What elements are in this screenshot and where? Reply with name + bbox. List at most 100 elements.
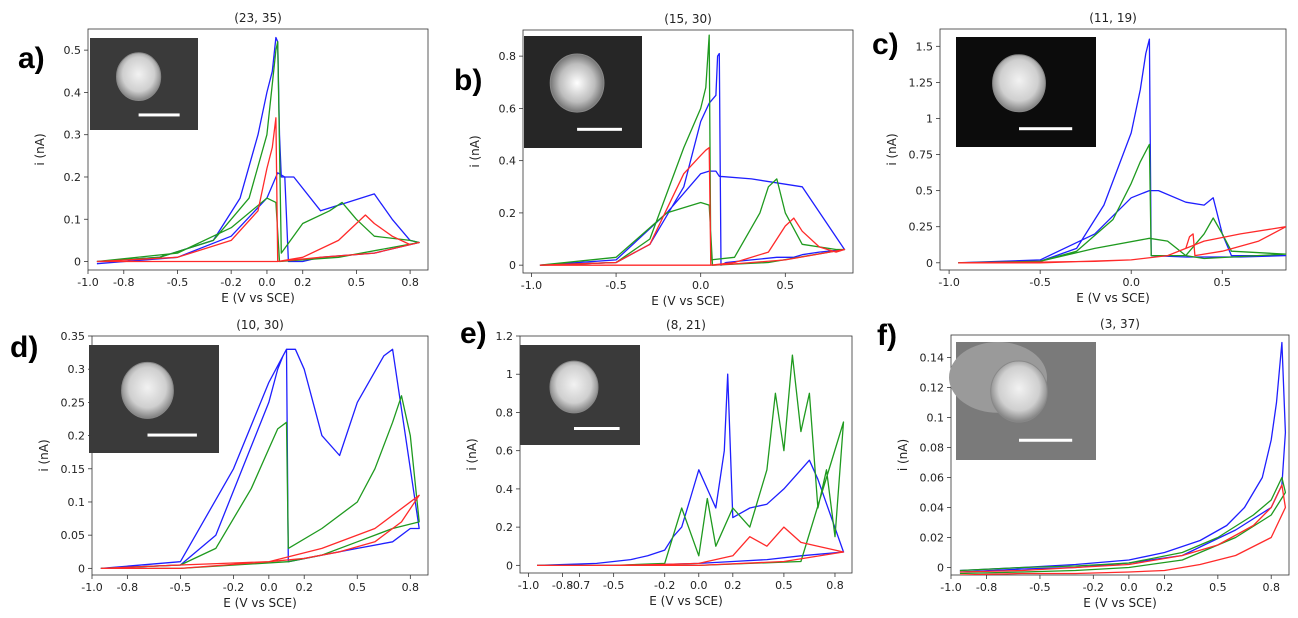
y-tick-label: 1.2 xyxy=(496,330,514,343)
panel-label: f) xyxy=(877,319,897,352)
sem-inset xyxy=(89,345,219,453)
series-line-3 xyxy=(96,117,420,263)
x-tick-label: 0.5 xyxy=(348,276,366,289)
y-tick-label: 0.08 xyxy=(920,442,945,455)
y-tick-label: 0 xyxy=(509,259,516,272)
x-tick-label: 0.0 xyxy=(1120,581,1138,594)
particle xyxy=(549,360,599,414)
y-tick-label: 0.06 xyxy=(920,472,945,485)
y-tick-label: 0.1 xyxy=(64,213,82,226)
series-group xyxy=(958,38,1286,264)
series-line-3 xyxy=(100,494,420,570)
series-line-3 xyxy=(537,526,845,567)
sem-inset xyxy=(956,37,1096,147)
scale-bar xyxy=(1019,127,1073,131)
y-axis-label: i (nA) xyxy=(33,133,47,165)
y-tick-label: 1 xyxy=(926,112,933,125)
sem-inset xyxy=(949,342,1096,460)
x-tick-label: 0.5 xyxy=(1214,276,1232,289)
particle xyxy=(549,53,605,113)
y-tick-label: 0.5 xyxy=(64,44,82,57)
y-tick-label: 0 xyxy=(926,257,933,270)
particle xyxy=(121,361,174,419)
x-tick-label: -0.5 xyxy=(1029,276,1050,289)
series-line-2 xyxy=(537,354,845,567)
series-line-2 xyxy=(959,476,1287,575)
scale-bar xyxy=(138,113,180,117)
y-axis-label: i (nA) xyxy=(468,135,482,167)
y-tick-label: 0 xyxy=(74,256,81,269)
x-tick-label: 0.0 xyxy=(1122,276,1140,289)
y-tick-label: 0.5 xyxy=(916,185,934,198)
y-tick-label: 1.25 xyxy=(909,76,934,89)
y-tick-label: 0.25 xyxy=(61,396,86,409)
x-axis-label: E (V vs SCE) xyxy=(1076,291,1150,305)
scale-bar xyxy=(147,433,197,437)
x-tick-label: 0.8 xyxy=(402,581,420,594)
scale-bar xyxy=(574,427,620,430)
series-line-3 xyxy=(539,146,846,266)
y-tick-label: 0.3 xyxy=(68,363,86,376)
scale-bar xyxy=(1019,438,1073,442)
y-axis-label: i (nA) xyxy=(465,438,479,470)
y-tick-label: 0 xyxy=(506,559,513,572)
panel-title: (10, 30) xyxy=(236,318,284,332)
y-axis-label: i (nA) xyxy=(896,439,910,471)
x-tick-label: -0.2 xyxy=(220,276,241,289)
y-tick-label: 0.02 xyxy=(920,532,945,545)
y-axis-label: i (nA) xyxy=(885,133,899,165)
y-tick-label: 0.8 xyxy=(499,50,517,63)
series-line-2 xyxy=(958,143,1286,264)
series-line-1 xyxy=(536,373,845,567)
panel-1: (23, 35) a) -1.0 -0.8 -0.5 -0.2 0.0 0.2 0.5 0.8 0 0… xyxy=(18,11,429,305)
x-tick-label: -0.5 xyxy=(1029,581,1050,594)
x-tick-label: 0.8 xyxy=(401,276,419,289)
x-tick-label: 0.0 xyxy=(258,276,276,289)
y-tick-label: 0.35 xyxy=(61,330,86,343)
series-group xyxy=(539,34,846,266)
series-line-2 xyxy=(96,41,420,263)
x-axis-label: E (V vs SCE) xyxy=(651,294,725,308)
x-tick-label: -1.0 xyxy=(518,579,539,592)
x-tick-label: 0.0 xyxy=(690,579,708,592)
series-line-1 xyxy=(958,38,1286,264)
panel-label: e) xyxy=(460,317,487,350)
x-tick-label: -0.5 xyxy=(605,279,626,292)
series-line-1 xyxy=(96,36,420,265)
scale-bar xyxy=(577,127,622,131)
x-axis-label: E (V vs SCE) xyxy=(1083,596,1157,610)
x-tick-label: 0.0 xyxy=(692,279,710,292)
x-axis-label: E (V vs SCE) xyxy=(223,596,297,610)
series-group xyxy=(100,348,420,570)
particle xyxy=(992,54,1046,113)
x-tick-label: -0.8 xyxy=(117,581,138,594)
panel-title: (8, 21) xyxy=(666,318,706,332)
y-tick-label: 0 xyxy=(937,562,944,575)
y-tick-label: 1 xyxy=(506,368,513,381)
series-group xyxy=(959,341,1287,575)
y-axis-label: i (nA) xyxy=(37,439,51,471)
y-tick-label: 0.8 xyxy=(496,406,514,419)
y-tick-label: 0.14 xyxy=(920,352,945,365)
x-tick-label: -0.2 xyxy=(1083,581,1104,594)
x-tick-label: -0.2 xyxy=(654,579,675,592)
y-tick-label: 0.04 xyxy=(920,502,945,515)
x-tick-label: -0.5 xyxy=(170,581,191,594)
panel-label: d) xyxy=(10,331,38,364)
sem-inset xyxy=(524,36,642,148)
y-tick-label: 0.2 xyxy=(499,207,517,220)
x-axis-label: E (V vs SCE) xyxy=(221,291,295,305)
series-line-1 xyxy=(100,348,420,570)
x-tick-label: 0.0 xyxy=(260,581,278,594)
panel-6: (3, 37) f) -1.0 -0.8 -0.5 -0.2 0.0 0.2 0.5 0.8 0 0.… xyxy=(877,317,1290,610)
x-tick-label: 0.5 xyxy=(1209,581,1227,594)
y-tick-label: 0.4 xyxy=(499,155,517,168)
y-tick-label: 0.25 xyxy=(909,221,934,234)
x-tick-label: -0.5 xyxy=(603,579,624,592)
x-axis-label: E (V vs SCE) xyxy=(649,594,723,608)
y-tick-label: 0.6 xyxy=(496,445,514,458)
sem-inset xyxy=(90,38,198,130)
y-tick-label: 0.2 xyxy=(68,430,86,443)
series-line-1 xyxy=(959,341,1287,573)
